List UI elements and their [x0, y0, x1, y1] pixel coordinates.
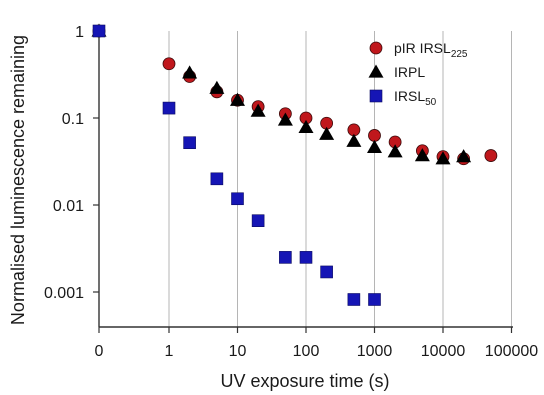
- irsl50-point: [183, 136, 196, 150]
- irpl-point: [456, 149, 472, 163]
- irpl-point: [319, 126, 335, 140]
- x-tick-label: 1: [165, 343, 174, 360]
- y-tick-label: 0.001: [44, 285, 84, 302]
- legend-marker: [369, 89, 383, 103]
- irsl50-point: [279, 251, 292, 264]
- legend-label: pIR IRSL225: [394, 40, 468, 60]
- irpl-point: [435, 151, 451, 165]
- irpl-point: [414, 148, 430, 162]
- irpl-point: [277, 112, 293, 126]
- irpl-point: [346, 133, 362, 147]
- y-axis-title: Normalised luminescence remaining: [8, 35, 28, 325]
- pir-irsl225-point: [484, 149, 498, 162]
- legend-marker: [368, 64, 384, 78]
- x-tick-label: 1000: [357, 343, 393, 360]
- irpl-point: [367, 139, 382, 153]
- irpl-point: [250, 103, 266, 117]
- legend-label: IRSL50: [394, 88, 437, 108]
- irpl-point: [230, 92, 245, 106]
- x-ticks: 0 1 10 100 1000 10000 100000: [95, 327, 538, 360]
- irsl50-point: [347, 293, 361, 306]
- x-tick-label: 100000: [485, 343, 538, 360]
- irsl50-point: [92, 24, 106, 38]
- y-tick-label: 0.1: [62, 111, 84, 128]
- irsl50-point: [210, 172, 224, 186]
- irsl50-point: [368, 293, 381, 306]
- y-ticks: 1 0.1 0.01 0.001: [44, 24, 99, 302]
- irsl50-point: [320, 265, 333, 279]
- x-tick-label: 0: [95, 343, 104, 360]
- irpl-point: [182, 65, 198, 79]
- irpl-point: [209, 80, 225, 94]
- gridlines: [168, 31, 512, 327]
- legend: pIR IRSL225 IRPL IRSL50: [368, 40, 468, 108]
- y-tick-label: 0.01: [53, 198, 84, 215]
- x-tick-label: 100: [293, 343, 320, 360]
- irsl50-point: [231, 192, 244, 206]
- legend-label: IRPL: [394, 64, 425, 80]
- x-tick-label: 10000: [421, 343, 466, 360]
- irsl50-point: [162, 101, 176, 115]
- data-points: [91, 23, 498, 306]
- pir-irsl225-point: [368, 129, 381, 142]
- irpl-point: [298, 119, 314, 134]
- irsl50-point: [251, 214, 265, 227]
- x-tick-label: 10: [229, 343, 247, 360]
- irpl-point: [387, 144, 403, 158]
- irsl50-point: [299, 251, 313, 264]
- legend-marker: [369, 41, 383, 55]
- y-tick-label: 1: [75, 24, 84, 41]
- pir-irsl225-point: [162, 57, 176, 71]
- x-axis-title: UV exposure time (s): [220, 371, 389, 391]
